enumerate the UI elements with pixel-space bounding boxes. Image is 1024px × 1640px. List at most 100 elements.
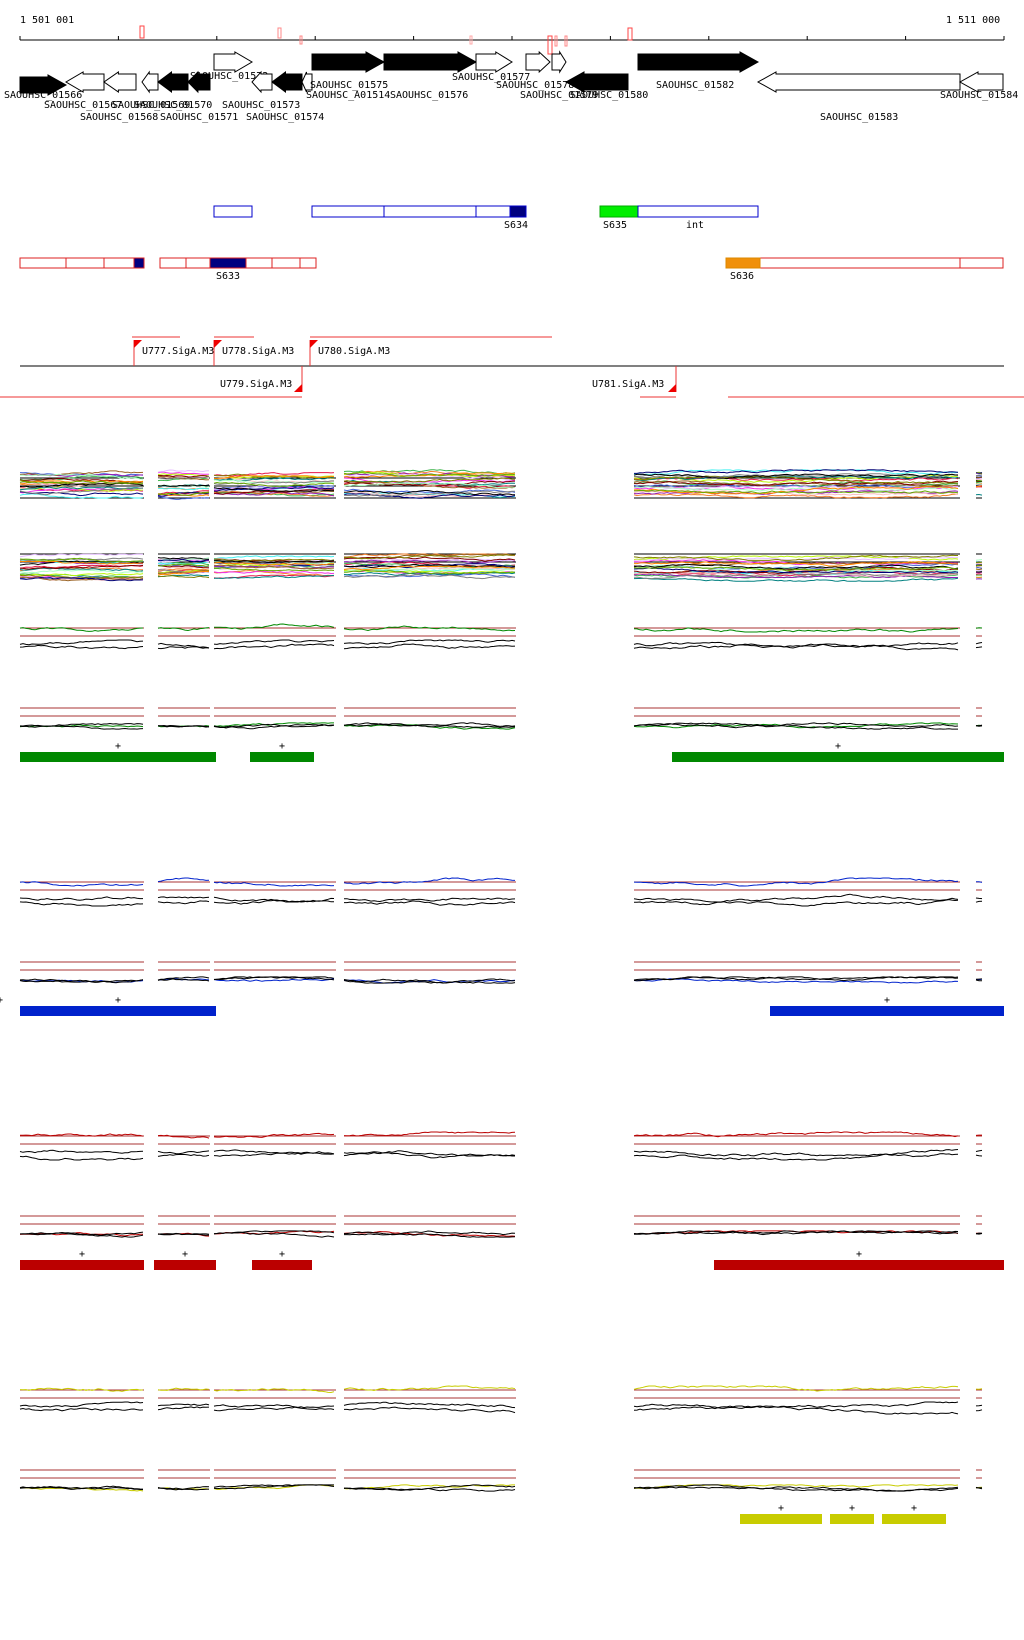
expression-bar[interactable] (672, 752, 1004, 762)
segment-s636-box[interactable] (725, 257, 761, 269)
gene-saouhsc_01571[interactable]: SAOUHSC_01571 (160, 70, 238, 123)
gene-arrow[interactable] (157, 71, 189, 93)
gene-arrow[interactable] (383, 51, 478, 73)
segment-box[interactable] (311, 205, 385, 218)
expression-bar[interactable] (252, 1260, 312, 1270)
gene-arrow[interactable] (564, 71, 629, 93)
expression-bar-label: + (835, 741, 841, 752)
expression-bar-label: + (279, 1249, 285, 1260)
gene-saouhsc_01569[interactable]: SAOUHSC_01569 (112, 70, 190, 111)
segment-box[interactable] (213, 205, 253, 218)
gene-arrow[interactable] (251, 70, 273, 94)
expression-bar[interactable] (770, 1006, 1004, 1016)
expression-bar[interactable] (250, 752, 314, 762)
segment-box[interactable] (65, 257, 105, 269)
gene-arrow[interactable] (19, 74, 68, 96)
gene-label: SAOUHSC_01579 (520, 90, 598, 101)
promoter-u779-siga-m3[interactable]: U779.SigA.M3 (220, 366, 303, 392)
expression-bar[interactable] (714, 1260, 1004, 1270)
gene-arrow[interactable] (141, 70, 159, 94)
gene-saouhsc_01566[interactable]: SAOUHSC_01566 (4, 74, 82, 101)
gene-saouhsc_01576[interactable]: SAOUHSC_01576 (383, 51, 478, 101)
expression-bar[interactable] (20, 1260, 144, 1270)
segment-box[interactable] (383, 205, 477, 218)
segment-box[interactable] (159, 257, 187, 269)
expression-bar-label: + (856, 1249, 862, 1260)
gene-arrow[interactable] (103, 71, 137, 93)
gene-arrow[interactable] (475, 51, 513, 73)
segment-int-box[interactable] (637, 205, 759, 218)
ruler-end-label: 1 511 000 (946, 15, 1000, 26)
gene-saouhsc_01580[interactable]: SAOUHSC_01580 (564, 71, 648, 101)
segment-box[interactable] (103, 257, 135, 269)
segment-label: S634 (504, 220, 528, 231)
promoter-label: U779.SigA.M3 (220, 379, 292, 390)
gene-arrow[interactable] (271, 71, 303, 93)
gene-saouhsc_01572[interactable]: SAOUHSC_01572 (190, 51, 268, 82)
expression-panels: + + + + + + + + + + + + + (0, 469, 1004, 1524)
expression-bar[interactable] (740, 1514, 822, 1524)
segment-s635-box[interactable] (599, 205, 639, 218)
expression-bar[interactable] (830, 1514, 874, 1524)
gene-arrow[interactable] (551, 50, 567, 74)
multi-sample-panel-minus (19, 553, 983, 582)
promoter-label: U781.SigA.M3 (592, 379, 664, 390)
promoter-u781-siga-m3[interactable]: U781.SigA.M3 (592, 366, 677, 392)
segment-box[interactable] (509, 205, 527, 218)
gene-saouhsc_01567[interactable]: SAOUHSC_01567 (44, 71, 122, 111)
gene-saouhsc_01582[interactable]: SAOUHSC_01582 (637, 51, 760, 91)
segment-s633-box[interactable] (209, 257, 247, 269)
segment-box[interactable] (959, 257, 1004, 269)
gene-saouhsc_01570[interactable]: SAOUHSC_01570 (134, 71, 212, 111)
gene-saouhsc_01583[interactable]: SAOUHSC_01583 (756, 71, 961, 123)
gene-arrow[interactable] (958, 71, 1004, 93)
expression-bar[interactable] (882, 1514, 946, 1524)
gene-arrow[interactable] (756, 71, 961, 93)
segment-box[interactable] (475, 205, 511, 218)
gene-label: SAOUHSC_01567 (44, 100, 122, 111)
segment-box[interactable] (759, 257, 961, 269)
promoter-u778-siga-m3[interactable]: U778.SigA.M3 (213, 340, 294, 366)
expression-bar-label: + (279, 741, 285, 752)
segment-box[interactable] (245, 257, 273, 269)
gene-saouhsc_01575[interactable]: SAOUHSC_01575 (310, 51, 388, 91)
segment-box[interactable] (19, 257, 67, 269)
gene-label: SAOUHSC_01570 (134, 100, 212, 111)
gene-label: SAOUHSC_01577 (452, 72, 530, 83)
gene-saouhsc_01568[interactable]: SAOUHSC_01568 (80, 71, 158, 123)
gene-saouhsc_01584[interactable]: SAOUHSC_01584 (940, 71, 1018, 101)
promoter-label: U780.SigA.M3 (318, 346, 390, 357)
gene-arrow[interactable] (213, 51, 253, 73)
expression-bar[interactable] (20, 752, 216, 762)
expression-bar[interactable] (154, 1260, 216, 1270)
gene-arrow[interactable] (311, 51, 386, 73)
expression-bar-label: + (115, 995, 121, 1006)
promoter-u780-siga-m3[interactable]: U780.SigA.M3 (309, 340, 390, 366)
segment-box[interactable] (185, 257, 211, 269)
gene-arrow[interactable] (637, 51, 760, 73)
condition-green-panels: + + + (19, 623, 1004, 762)
gene-arrow[interactable] (301, 71, 313, 93)
segment-box[interactable] (271, 257, 301, 269)
gene-saouhsc_01578[interactable]: SAOUHSC_01578 (496, 50, 574, 91)
gene-saouhsc_01579[interactable]: SAOUHSC_01579 (520, 50, 598, 101)
gene-arrow[interactable] (187, 70, 211, 94)
expression-bar-label: + (0, 995, 3, 1006)
condition-red-panels: + + + + (19, 1131, 1004, 1270)
gene-arrow[interactable] (525, 50, 551, 74)
gene-saouhsc_01577[interactable]: SAOUHSC_01577 (452, 51, 530, 83)
segment-box[interactable] (133, 257, 145, 269)
segment-box[interactable] (299, 257, 317, 269)
segment-label: S633 (216, 271, 240, 282)
gene-arrow[interactable] (65, 71, 105, 93)
gene-label: SAOUHSC_01583 (820, 112, 898, 123)
gene-saouhsc_a01514[interactable]: SAOUHSC_A01514 (301, 71, 390, 101)
expression-bar[interactable] (20, 1006, 216, 1016)
gene-label: SAOUHSC_01578 (496, 80, 574, 91)
segment-label: S636 (730, 271, 754, 282)
promoter-u777-siga-m3[interactable]: U777.SigA.M3 (133, 340, 214, 366)
gene-saouhsc_01573[interactable]: SAOUHSC_01573 (222, 70, 300, 111)
gene-label: SAOUHSC_01573 (222, 100, 300, 111)
gene-saouhsc_01574[interactable]: SAOUHSC_01574 (246, 71, 324, 123)
